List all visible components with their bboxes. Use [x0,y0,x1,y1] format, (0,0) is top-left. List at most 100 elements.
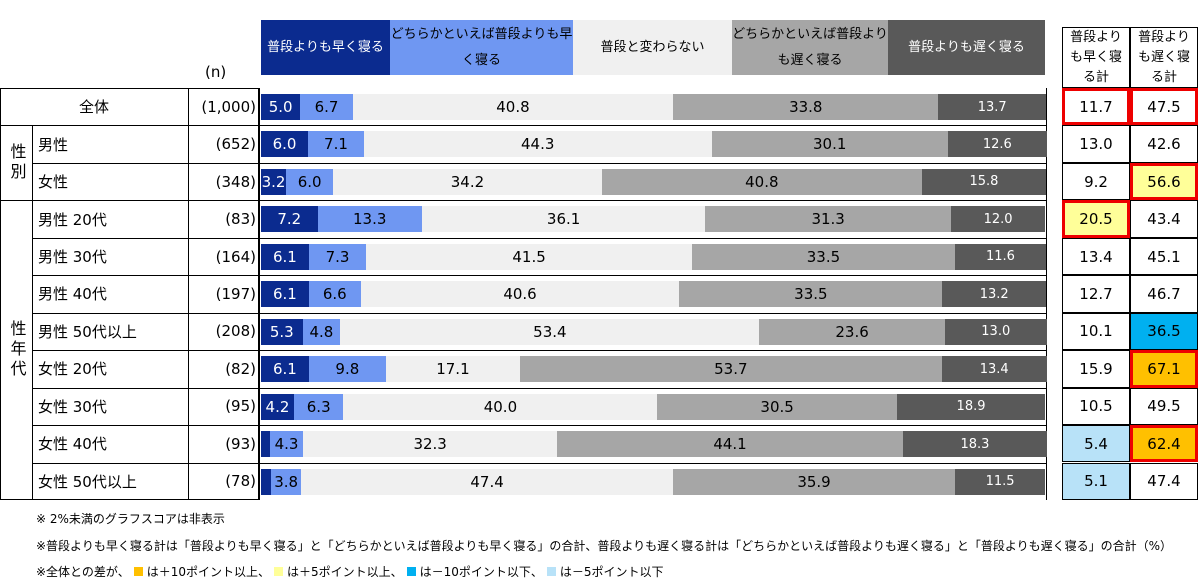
totals-header-0: 普段よりも早く寝る計 [1062,27,1130,88]
total-cell: 5.1 [1062,462,1130,500]
row-label: 男性 [38,135,69,154]
bar-segment: 34.2 [333,168,602,195]
row-n: (652) [215,135,256,154]
note-text: は－5ポイント以下 [559,565,664,579]
row-divider [32,387,1047,389]
n-label: (n) [205,63,227,81]
total-cell: 47.5 [1130,88,1198,126]
row-n: (93) [225,434,256,453]
row-divider [32,237,1047,239]
chart-right-border [1046,88,1047,500]
swatch-minus5 [546,567,556,576]
note-text: は－10ポイント以下、 [419,565,543,579]
row-label: 女性 50代以上 [38,472,137,491]
row-divider [0,200,1047,202]
bar-segment: 3.2 [261,168,287,195]
row-n: (95) [225,397,256,416]
swatch-minus10 [406,567,416,576]
bar-segment: 35.9 [673,468,955,495]
total-cell: 42.6 [1130,125,1198,163]
note-hidden: ※ 2%未満のグラフスコアは非表示 [36,512,225,526]
total-cell: 56.6 [1130,162,1198,201]
total-cell: 13.4 [1062,237,1130,276]
row-label: 男性 20代 [38,210,107,229]
bar-segment: 17.1 [385,356,521,383]
chart-divider [258,88,260,500]
bar-segment: 11.5 [954,468,1046,495]
bar-segment: 18.3 [903,431,1047,458]
note-text: は＋5ポイント以上、 [286,565,403,579]
row-label: 男性 40代 [38,285,107,304]
bar-segment: 6.1 [261,356,309,383]
bar-segment: 6.1 [261,281,309,308]
row-divider [32,312,1047,314]
legend-0: 普段よりも早く寝る [261,20,390,75]
note-text: は＋10ポイント以上、 [146,565,270,579]
row-label: 男性 50代以上 [38,322,137,341]
row-divider [0,125,1047,127]
bar-segment: 18.9 [896,393,1046,420]
bar-segment: 4.8 [302,318,341,345]
row-divider [32,275,1047,277]
group-label: 性別 [7,142,27,183]
bar-segment: 33.5 [679,281,943,308]
row-divider [32,462,1047,464]
bar-segment: 6.1 [261,243,309,270]
note-text: ※全体との差が、 [36,565,130,579]
row-n: (348) [215,172,256,191]
bar-segment: 13.0 [944,318,1047,345]
bar-segment [261,468,272,495]
bar-segment: 9.8 [308,356,386,383]
total-cell: 10.1 [1062,312,1130,351]
bar-segment: 40.6 [360,281,680,308]
bar-segment: 30.1 [711,131,948,158]
group-label: 性年代 [7,320,27,381]
row-label: 男性 30代 [38,248,107,267]
bar-segment: 13.7 [938,94,1046,120]
row-n: (78) [225,472,256,491]
bar-segment: 33.5 [691,243,955,270]
legend-1: どちらかといえば普段よりも早く寝る [390,20,573,75]
bar-segment: 7.1 [308,131,364,158]
total-cell: 62.4 [1130,425,1198,463]
total-cell: 9.2 [1062,162,1130,201]
row-n: (197) [215,284,256,303]
total-cell: 11.7 [1062,88,1130,126]
row-divider [32,350,1047,352]
bar-segment: 30.5 [657,393,897,420]
bar-segment: 6.3 [293,393,344,420]
bar-segment: 53.4 [340,318,760,345]
total-cell: 47.4 [1130,462,1198,500]
row-label: 女性 30代 [38,397,107,416]
total-cell: 46.7 [1130,275,1198,313]
bar-segment: 4.3 [269,431,304,458]
bar-segment: 3.8 [271,468,302,495]
bar-segment: 12.6 [947,131,1047,158]
bar-segment: 5.3 [261,318,303,345]
note-highlight: ※全体との差が、 は＋10ポイント以上、 は＋5ポイント以上、 は－10ポイント… [36,563,664,580]
total-cell: 12.7 [1062,275,1130,313]
n-divider [188,88,189,500]
bar-segment: 13.4 [941,356,1047,383]
bar-segment: 33.8 [673,94,939,120]
bar-segment: 47.4 [301,468,674,495]
bar-segment: 44.3 [363,131,712,158]
bar-segment: 7.2 [261,206,318,233]
row-label: 女性 40代 [38,435,107,454]
total-cell: 20.5 [1062,200,1130,238]
row-n: (164) [215,247,256,266]
total-cell: 43.4 [1130,200,1198,238]
legend-2: 普段と変わらない [573,20,732,75]
total-cell: 36.5 [1130,312,1198,351]
bar-segment: 40.0 [343,393,658,420]
total-cell: 49.5 [1130,387,1198,426]
total-cell: 13.0 [1062,125,1130,163]
total-cell: 5.4 [1062,425,1130,463]
bar-segment: 36.1 [421,206,706,233]
bar-segment: 40.8 [601,168,922,195]
bar-segment: 6.0 [261,131,309,158]
note-totals: ※普段よりも早く寝る計は「普段よりも早く寝る」と「どちらかといえば普段よりも早く… [36,539,1173,553]
bar-segment: 13.3 [317,206,422,233]
swatch-plus5 [273,567,283,576]
row-divider [32,162,1047,164]
